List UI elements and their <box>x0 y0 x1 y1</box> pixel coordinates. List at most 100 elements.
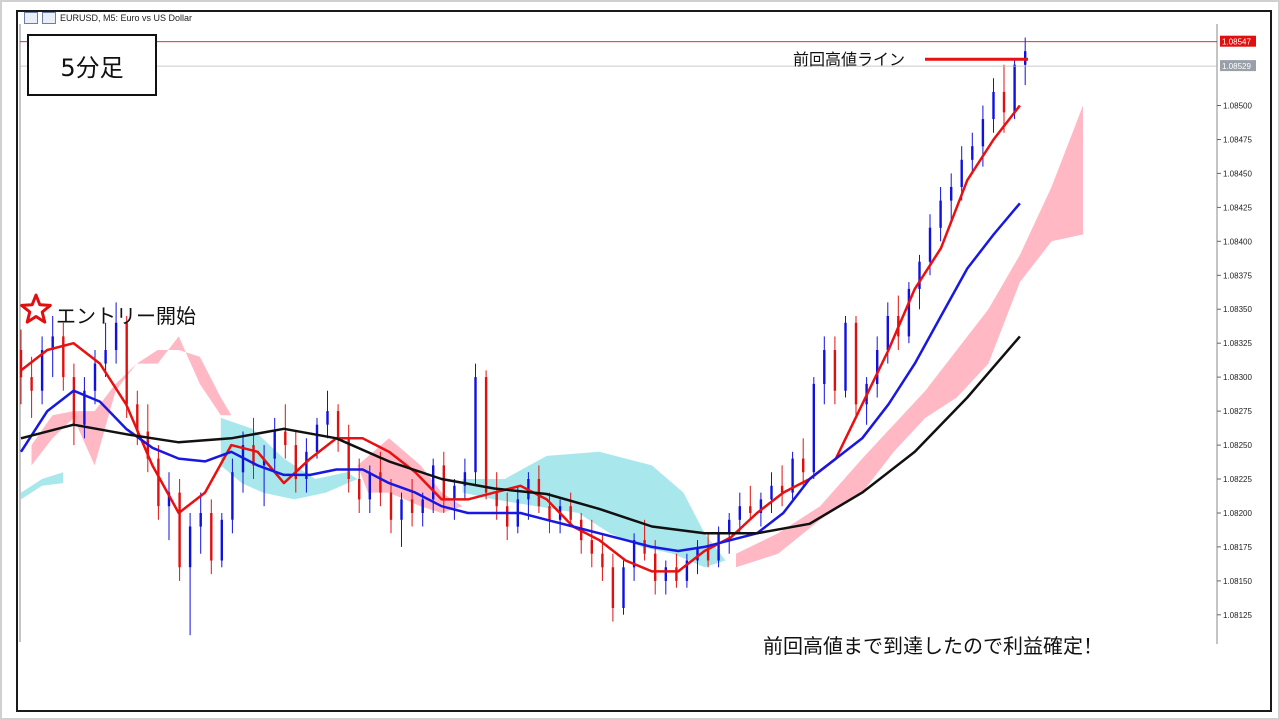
candle-body <box>992 91 995 120</box>
ema_mid-line <box>19 202 1021 553</box>
y-tick-label: 1.08450 <box>1223 169 1252 178</box>
candle-body <box>421 499 424 513</box>
chart-window-border <box>16 10 1272 712</box>
candle-body <box>252 445 255 466</box>
candle-body <box>93 363 97 391</box>
candle-body <box>199 513 202 527</box>
chart-type-icon <box>42 12 56 24</box>
candle-body <box>928 227 932 262</box>
candle-body <box>442 465 445 500</box>
y-tick-label: 1.08325 <box>1223 339 1252 348</box>
y-tick-label: 1.08200 <box>1223 509 1252 518</box>
candle-body <box>717 533 720 561</box>
candle-body <box>854 322 858 405</box>
chart-title: EURUSD, M5: Euro vs US Dollar <box>60 13 193 23</box>
candle-body <box>780 485 784 493</box>
entry-star-icon <box>20 293 52 324</box>
candle-body <box>791 458 794 493</box>
candle-body <box>210 513 213 561</box>
candle-body <box>960 159 963 187</box>
y-tick-label: 1.08500 <box>1223 102 1252 111</box>
candle-body <box>812 383 815 473</box>
candle-body <box>495 492 498 507</box>
candle-body <box>738 506 741 520</box>
candle-body <box>759 499 763 513</box>
candle-body <box>368 472 371 500</box>
candle-body <box>432 465 435 500</box>
y-tick-label: 1.08400 <box>1223 237 1252 246</box>
candle-body <box>664 567 667 581</box>
candle-body <box>379 472 382 493</box>
candle-body <box>336 411 340 439</box>
candle-body <box>876 350 879 384</box>
candle-body <box>886 316 889 350</box>
candle-body <box>104 350 107 364</box>
candle-body <box>601 553 604 568</box>
candle-body <box>262 458 266 466</box>
candle-body <box>136 404 139 432</box>
candle-body <box>453 485 456 500</box>
candle-body <box>770 485 773 500</box>
candle-body <box>569 506 572 520</box>
candle-body <box>675 567 678 581</box>
candle-body <box>326 411 329 425</box>
candle-body <box>981 119 985 147</box>
candle-body <box>749 506 752 513</box>
candle-body <box>643 540 646 554</box>
candle-body <box>611 567 615 608</box>
candle-body <box>30 377 33 391</box>
candle-body <box>632 540 636 568</box>
candle-body <box>389 492 393 520</box>
candle-body <box>220 519 223 561</box>
ichimoku-cloud-2 <box>220 417 358 500</box>
candle-body <box>305 451 308 479</box>
candle-body <box>463 472 467 486</box>
candle-body <box>125 322 128 405</box>
candle-body <box>728 519 731 534</box>
y-tick-label: 1.08350 <box>1223 305 1252 314</box>
candle-body <box>907 288 911 337</box>
candle-body <box>590 540 593 554</box>
candle-body <box>40 350 44 391</box>
y-tick-label: 1.08300 <box>1223 373 1252 382</box>
candle-body <box>19 350 23 378</box>
y-tick-label: 1.08175 <box>1223 543 1252 552</box>
candle-body <box>1013 64 1016 113</box>
candle-body <box>548 506 551 520</box>
ema_fast-line <box>20 104 1021 573</box>
candle-body <box>347 438 350 479</box>
timeframe-annotation: 5分足 <box>27 34 157 96</box>
take-profit-annotation: 前回高値まで到達したので利益確定！ <box>763 634 1103 658</box>
candle-body <box>167 492 171 507</box>
entry-annotation: エントリー開始 <box>56 304 196 328</box>
y-tick-label: 1.08475 <box>1223 136 1252 145</box>
y-tick-label: 1.08375 <box>1223 271 1252 280</box>
candle-body <box>315 424 319 452</box>
ask-price-label: 1.08547 <box>1222 38 1251 47</box>
previous-high-annotation: 前回高値ライン <box>793 50 906 69</box>
candle-body <box>823 350 826 384</box>
sma_slow-line <box>20 335 1021 535</box>
candle-body <box>273 431 276 459</box>
candle-body <box>400 499 403 520</box>
candle-body <box>178 492 181 568</box>
chart-window-icon <box>24 12 38 24</box>
ichimoku-cloud-0 <box>31 336 232 466</box>
candle-body <box>83 390 86 425</box>
candle-body <box>918 261 921 289</box>
y-tick-label: 1.08425 <box>1223 203 1252 212</box>
candle-body <box>939 200 942 228</box>
candle-body <box>62 336 65 378</box>
candle-body <box>696 546 699 561</box>
candle-body <box>114 322 118 350</box>
candle-body <box>474 377 477 473</box>
candle-body <box>685 560 689 581</box>
y-tick-label: 1.08125 <box>1223 611 1252 620</box>
candle-body <box>622 567 625 608</box>
candle-body <box>506 506 509 527</box>
bid-price-tag <box>1220 60 1256 72</box>
y-tick-label: 1.08225 <box>1223 475 1252 484</box>
candle-body <box>284 431 287 446</box>
